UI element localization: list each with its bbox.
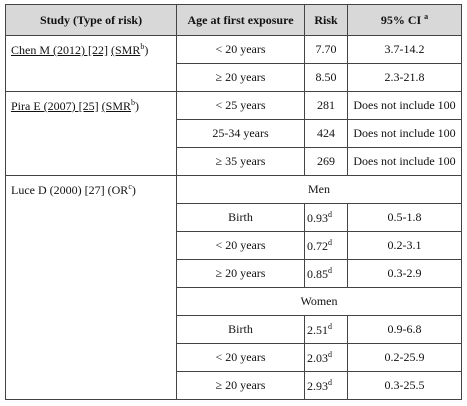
age-cell: 25-34 years xyxy=(176,119,305,148)
age-cell: ≥ 20 years xyxy=(176,371,305,400)
footnote-mark: d xyxy=(328,237,332,247)
study-cell: Pira E (2007) [25] (SMRb) xyxy=(5,91,177,176)
table-row: Pira E (2007) [25] (SMRb) < 25 years 281 Do… xyxy=(5,91,462,176)
risk-cell: 0.93d xyxy=(304,203,348,232)
header-text: Risk xyxy=(314,12,338,27)
ci-cell: Does not include 100 xyxy=(347,147,462,176)
ci-cell: 0.2-25.9 xyxy=(347,343,462,372)
footnote-mark: a xyxy=(424,12,429,21)
footnote-mark: d xyxy=(328,265,332,275)
group-label: Men xyxy=(176,175,462,204)
footnote-mark: d xyxy=(328,377,332,387)
footnote-mark: b xyxy=(131,98,135,107)
risk-cell: 281 xyxy=(304,91,348,120)
table-header: Study (Type of risk) Age at first exposu… xyxy=(5,4,462,36)
age-cell: Birth xyxy=(176,203,305,232)
age-cell: ≥ 35 years xyxy=(176,147,305,176)
age-cell: < 20 years xyxy=(176,231,305,260)
header-cell: 95% CI a xyxy=(347,4,462,36)
age-cell: ≥ 20 years xyxy=(176,63,305,92)
header-text: 95% CI xyxy=(380,13,422,27)
risk-type-close: ) xyxy=(135,99,139,113)
study-cell: Chen M (2012) [22] (SMRb) xyxy=(5,35,177,92)
footnote-mark: d xyxy=(328,321,332,331)
age-cell: < 20 years xyxy=(176,343,305,372)
table-row: Chen M (2012) [22] (SMRb) < 20 years 7.70 3… xyxy=(5,35,462,92)
ci-cell: Does not include 100 xyxy=(347,119,462,148)
risk-value: 2.51 xyxy=(307,322,328,337)
ci-cell: 0.5-1.8 xyxy=(347,203,462,232)
risk-value: 269 xyxy=(317,154,335,168)
header-text: Study (Type of risk) xyxy=(39,12,143,27)
footnote-mark: d xyxy=(328,349,332,359)
risk-cell: 2.93d xyxy=(304,371,348,400)
study-name: Pira E (2007) [25] xyxy=(11,99,99,113)
risk-cell: 7.70 xyxy=(304,35,348,64)
risk-value: 8.50 xyxy=(315,70,337,84)
results-table: Study (Type of risk) Age at first exposu… xyxy=(5,4,462,400)
footnote-mark: c xyxy=(128,182,132,191)
ci-cell: 0.3-25.5 xyxy=(347,371,462,400)
table-row: ≥ 20 years 2.93d 0.3-25.5 xyxy=(6,371,462,400)
table-row: Luce D (2000) [27] (ORc) Men xyxy=(5,175,462,400)
age-cell: ≥ 20 years xyxy=(176,259,305,288)
group-label: Women xyxy=(176,287,462,316)
risk-value: 7.70 xyxy=(315,42,337,56)
risk-value: 0.85 xyxy=(307,266,328,281)
table-row: ≥ 20 years 8.50 2.3-21.8 xyxy=(6,63,462,92)
risk-type-close: ) xyxy=(144,43,149,57)
table-row: < 20 years 2.03d 0.2-25.9 xyxy=(6,343,462,372)
study-name: Luce D (2000) [27] xyxy=(11,183,105,197)
table-body: Chen M (2012) [22] (SMRb) < 20 years 7.70 3… xyxy=(5,35,462,400)
risk-cell: 8.50 xyxy=(304,63,348,92)
ci-cell: Does not include 100 xyxy=(347,91,462,120)
age-cell: < 25 years xyxy=(176,91,305,120)
header-cell: Study (Type of risk) xyxy=(5,4,177,36)
risk-cell: 2.03d xyxy=(304,343,348,372)
risk-value: 2.03 xyxy=(307,350,328,365)
table-row: ≥ 35 years 269 Does not include 100 xyxy=(6,147,462,176)
risk-type: (SMR xyxy=(110,43,141,57)
risk-cell: 2.51d xyxy=(304,315,348,344)
footnote-mark: d xyxy=(328,209,332,219)
risk-cell: 269 xyxy=(304,147,348,176)
ci-cell: 0.9-6.8 xyxy=(347,315,462,344)
study-name: Chen M (2012) [22] xyxy=(11,43,108,57)
risk-cell: 0.72d xyxy=(304,231,348,260)
age-cell: Birth xyxy=(176,315,305,344)
header-row: Study (Type of risk) Age at first exposu… xyxy=(5,4,462,36)
table-row: ≥ 20 years 0.85d 0.3-2.9 xyxy=(6,259,462,288)
risk-cell: 424 xyxy=(304,119,348,148)
footnote-mark: b xyxy=(140,42,145,51)
risk-value: 0.93 xyxy=(307,210,328,225)
header-cell: Age at first exposure xyxy=(176,4,305,36)
ci-cell: 2.3-21.8 xyxy=(347,63,462,92)
header-text: Age at first exposure xyxy=(187,12,294,27)
ci-cell: 3.7-14.2 xyxy=(347,35,462,64)
risk-type: (OR xyxy=(107,183,129,197)
header-cell: Risk xyxy=(304,4,348,36)
risk-value: 424 xyxy=(317,126,335,140)
ci-cell: 0.2-3.1 xyxy=(347,231,462,260)
table-row: < 20 years 0.72d 0.2-3.1 xyxy=(6,231,462,260)
risk-type: (SMR xyxy=(101,99,131,113)
ci-cell: 0.3-2.9 xyxy=(347,259,462,288)
risk-value: 281 xyxy=(317,98,335,112)
study-cell: Luce D (2000) [27] (ORc) xyxy=(5,175,177,400)
risk-value: 0.72 xyxy=(307,238,328,253)
risk-cell: 0.85d xyxy=(304,259,348,288)
risk-type-close: ) xyxy=(131,183,136,197)
risk-value: 2.93 xyxy=(307,378,328,393)
table-row: 25-34 years 424 Does not include 100 xyxy=(6,119,462,148)
age-cell: < 20 years xyxy=(176,35,305,64)
